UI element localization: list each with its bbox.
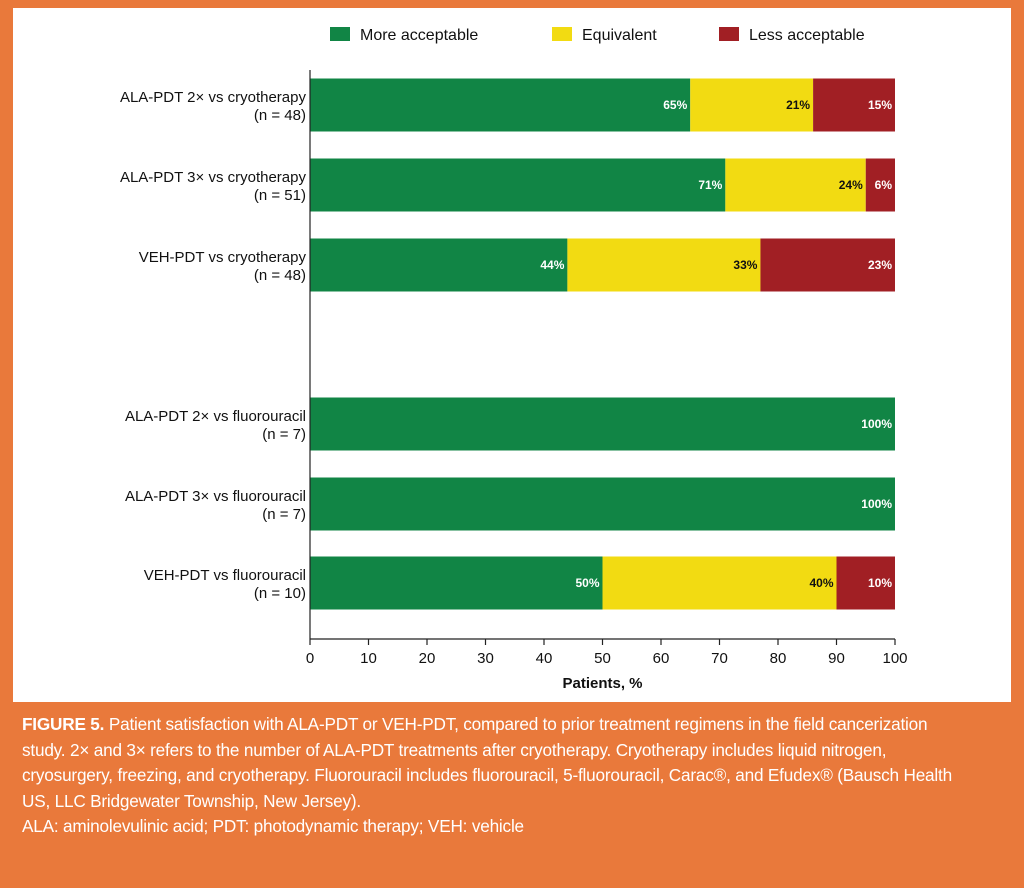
x-tick-label: 20: [419, 650, 436, 667]
legend-label-less-acceptable: Less acceptable: [749, 27, 865, 44]
legend-swatch-equivalent: [552, 27, 572, 41]
category-label: ALA-PDT 3× vs cryotherapy: [120, 169, 307, 186]
x-tick-label: 0: [306, 650, 314, 667]
category-label-n: (n = 51): [254, 187, 306, 204]
caption-line-4: US, LLC Bridgewater Township, New Jersey…: [22, 790, 361, 811]
data-label: 40%: [809, 576, 833, 590]
data-label: 6%: [875, 178, 893, 192]
category-label: VEH-PDT vs cryotherapy: [139, 249, 307, 266]
bar-segment: [567, 238, 761, 292]
x-tick-label: 40: [536, 650, 553, 667]
caption-line-2: study. 2× and 3× refers to the number of…: [22, 739, 887, 760]
bar-segment: [690, 78, 814, 132]
bar-segment: [310, 158, 726, 212]
data-label: 71%: [698, 178, 722, 192]
category-label-n: (n = 48): [254, 267, 306, 284]
x-tick-label: 90: [828, 650, 845, 667]
data-label: 50%: [575, 576, 599, 590]
data-label: 44%: [540, 258, 564, 272]
category-label-n: (n = 7): [262, 506, 306, 523]
x-tick-label: 60: [653, 650, 670, 667]
legend-swatch-more-acceptable: [330, 27, 350, 41]
x-tick-label: 80: [770, 650, 787, 667]
x-tick-label: 50: [594, 650, 611, 667]
category-label: VEH-PDT vs fluorouracil: [144, 567, 306, 584]
data-label: 21%: [786, 98, 810, 112]
caption-line-1: Patient satisfaction with ALA-PDT or VEH…: [108, 714, 928, 734]
bar-segment: [865, 158, 895, 212]
bar-segment: [310, 238, 568, 292]
data-label: 65%: [663, 98, 687, 112]
bar-segment: [310, 78, 691, 132]
bar-segment: [310, 556, 603, 610]
data-label: 24%: [839, 178, 863, 192]
caption-figure-label: FIGURE 5.: [22, 714, 105, 734]
bar-segment: [725, 158, 866, 212]
bar-segment: [310, 477, 895, 531]
bar-segment: [813, 78, 895, 132]
chart-panel: More acceptable Equivalent Less acceptable…: [13, 8, 1011, 702]
bar-segment: [836, 556, 895, 610]
bar-segment: [760, 238, 895, 292]
data-label: 33%: [733, 258, 757, 272]
x-axis-title: Patients, %: [562, 675, 642, 692]
data-label: 23%: [868, 258, 892, 272]
caption-line-5: ALA: aminolevulinic acid; PDT: photodyna…: [22, 816, 524, 836]
x-tick-label: 70: [711, 650, 728, 667]
category-label-n: (n = 7): [262, 426, 306, 443]
category-label-n: (n = 10): [254, 585, 306, 602]
bar-segment: [602, 556, 837, 610]
category-label: ALA-PDT 3× vs fluorouracil: [125, 488, 306, 505]
category-label: ALA-PDT 2× vs fluorouracil: [125, 408, 306, 425]
stacked-bar-chart: More acceptable Equivalent Less acceptable…: [120, 27, 908, 692]
category-label: ALA-PDT 2× vs cryotherapy: [120, 89, 307, 106]
data-label: 100%: [861, 417, 892, 431]
figure-caption: FIGURE 5. Patient satisfaction with ALA-…: [22, 712, 1007, 840]
bar-segment: [310, 397, 895, 451]
x-tick-label: 100: [882, 650, 907, 667]
data-label: 15%: [868, 98, 892, 112]
caption-line-3: cryosurgery, freezing, and cryotherapy. …: [22, 765, 952, 785]
x-tick-label: 10: [360, 650, 377, 667]
legend-label-more-acceptable: More acceptable: [360, 27, 478, 44]
data-label: 100%: [861, 497, 892, 511]
legend-swatch-less-acceptable: [719, 27, 739, 41]
x-tick-label: 30: [477, 650, 494, 667]
legend-label-equivalent: Equivalent: [582, 27, 657, 44]
category-label-n: (n = 48): [254, 107, 306, 124]
data-label: 10%: [868, 576, 892, 590]
